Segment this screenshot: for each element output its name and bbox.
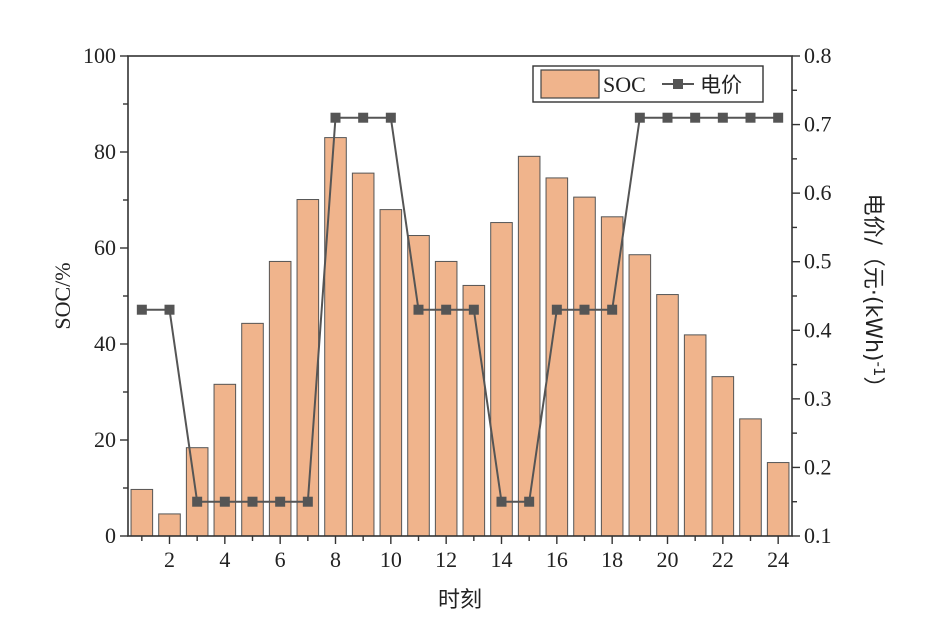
soc-bar-11 [407, 235, 430, 537]
price-marker-22 [717, 112, 728, 123]
y2-tick-label-0.3: 0.3 [804, 386, 832, 411]
y-tick-label-0: 0 [105, 523, 116, 548]
soc-bar-4 [213, 383, 237, 537]
price-marker-4 [219, 496, 230, 507]
tick-labels-layer: 2 4 6 8 10 12 14 16 18 20 22 240204060801000.10.20.… [83, 43, 832, 572]
y2-tick-label-0.7: 0.7 [804, 112, 832, 137]
soc-bar-14 [490, 222, 513, 537]
price-marker-11 [413, 304, 424, 315]
y2-tick-label-0.1: 0.1 [804, 523, 832, 548]
price-marker-8 [330, 112, 341, 123]
soc-bar-7 [296, 199, 320, 537]
y-tick-label-40: 40 [94, 331, 116, 356]
price-marker-16 [551, 304, 562, 315]
y-tick-label-60: 60 [94, 235, 116, 260]
soc-bar-12 [434, 260, 458, 537]
soc-bar-21 [683, 334, 707, 537]
x-tick-label-10: 10 [380, 547, 402, 572]
soc-bar-2 [158, 513, 181, 537]
bars-layer [130, 137, 790, 537]
price-marker-23 [745, 112, 756, 123]
y-tick-label-80: 80 [94, 139, 116, 164]
y-tick-label-100: 100 [83, 43, 116, 68]
price-marker-5 [247, 496, 258, 507]
x-axis-title: 时刻 [438, 588, 482, 613]
legend: SOC 电价 [532, 65, 764, 103]
price-marker-6 [275, 496, 286, 507]
price-marker-17 [579, 304, 590, 315]
soc-bar-8 [324, 137, 347, 537]
soc-bar-6 [268, 260, 292, 537]
price-marker-15 [524, 496, 535, 507]
soc-bar-23 [739, 418, 762, 537]
price-marker-19 [634, 112, 645, 123]
x-tick-label-12: 12 [435, 547, 457, 572]
price-marker-20 [662, 112, 673, 123]
x-tick-label-14: 14 [491, 547, 513, 572]
legend-price-label: 电价 [700, 73, 742, 97]
y2-axis-title: 电价/（元·(kWh)-1） [860, 194, 888, 399]
price-marker-1 [136, 304, 147, 315]
y2-tick-label-0.5: 0.5 [804, 249, 832, 274]
price-marker-7 [302, 496, 313, 507]
soc-bar-22 [711, 376, 735, 537]
soc-bar-3 [185, 447, 209, 537]
x-tick-label-24: 24 [767, 547, 789, 572]
y2-tick-label-0.6: 0.6 [804, 180, 832, 205]
x-tick-label-18: 18 [601, 547, 623, 572]
price-marker-12 [441, 304, 452, 315]
soc-bar-1 [130, 488, 154, 537]
y2-tick-label-0.4: 0.4 [804, 317, 832, 342]
legend-soc-swatch [540, 69, 600, 99]
price-marker-14 [496, 496, 507, 507]
y2-tick-label-0.2: 0.2 [804, 454, 832, 479]
y-axis-title: SOC/% [50, 262, 75, 329]
soc-bar-24 [766, 462, 790, 537]
y2-tick-label-0.8: 0.8 [804, 43, 832, 68]
price-line-layer [136, 112, 784, 507]
x-tick-label-4: 4 [219, 547, 230, 572]
x-tick-label-6: 6 [275, 547, 286, 572]
x-tick-label-22: 22 [712, 547, 734, 572]
price-marker-2 [164, 304, 175, 315]
x-tick-label-16: 16 [546, 547, 568, 572]
soc-bar-13 [462, 284, 486, 537]
x-tick-label-2: 2 [164, 547, 175, 572]
price-line [141, 116, 779, 503]
soc-bar-17 [573, 196, 596, 537]
soc-bar-19 [628, 254, 652, 537]
price-marker-10 [385, 112, 396, 123]
legend-price-marker [673, 79, 683, 89]
soc-bar-18 [600, 216, 624, 537]
soc-bar-10 [379, 209, 403, 537]
x-tick-label-8: 8 [330, 547, 341, 572]
soc-bar-20 [656, 294, 679, 537]
y2-axis-title-sup: -1 [870, 362, 888, 377]
soc-bar-9 [351, 172, 375, 537]
price-marker-21 [690, 112, 701, 123]
price-marker-24 [773, 112, 784, 123]
price-marker-13 [468, 304, 479, 315]
ticks-layer [120, 55, 800, 544]
price-marker-3 [192, 496, 203, 507]
soc-bar-15 [517, 155, 541, 537]
legend-soc-label: SOC [603, 72, 646, 97]
y-tick-label-20: 20 [94, 427, 116, 452]
price-marker-18 [607, 304, 618, 315]
price-marker-9 [358, 112, 369, 123]
x-tick-label-20: 20 [657, 547, 679, 572]
